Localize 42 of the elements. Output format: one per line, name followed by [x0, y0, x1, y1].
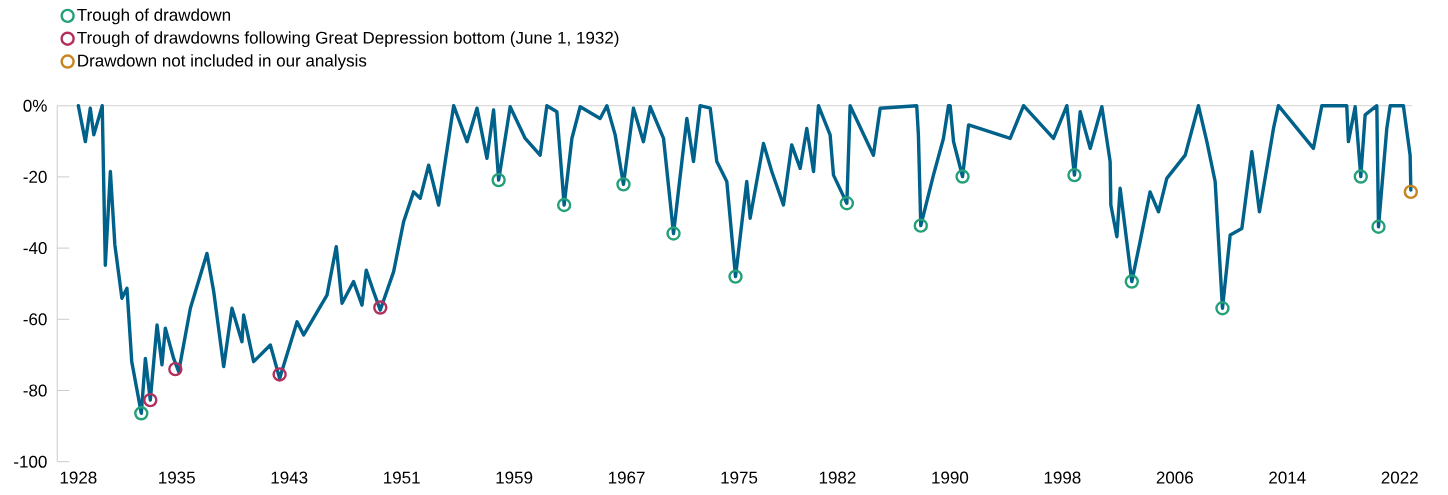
- line-series: [76, 104, 1413, 415]
- point: [728, 269, 743, 284]
- y-tick-label: -80: [23, 384, 47, 397]
- x-tick-label: 1990: [932, 471, 969, 484]
- point: [616, 177, 631, 192]
- x-tick-label: 1975: [721, 471, 758, 484]
- legend-label: Drawdown not included in our analysis: [78, 54, 367, 70]
- x-tick-label: 1951: [384, 471, 420, 484]
- point: [1215, 301, 1230, 316]
- point: [1353, 169, 1368, 184]
- point: [143, 392, 158, 408]
- x-tick-label: 1928: [60, 471, 97, 484]
- point: [373, 300, 388, 315]
- x-tick-label: 1982: [819, 471, 856, 484]
- x-tick-label: 1943: [271, 471, 308, 484]
- x-tick-label: 1998: [1044, 471, 1081, 484]
- point: [1124, 274, 1139, 289]
- x-tick-label: 1959: [496, 471, 533, 484]
- x-tick-label: 2022: [1381, 471, 1418, 484]
- point: [1067, 167, 1082, 183]
- point: [168, 361, 183, 377]
- y-tick-label: -40: [23, 242, 47, 255]
- legend-label: Trough of drawdowns following Great Depression bottom (June 1, 1932): [77, 31, 619, 48]
- x-tick-label: 2014: [1269, 471, 1306, 484]
- point: [491, 172, 506, 188]
- legend-label: Trough of drawdown: [77, 8, 231, 25]
- x-tick-label: 1967: [608, 471, 645, 484]
- point: [955, 169, 970, 184]
- y-tick-label: -60: [23, 313, 47, 326]
- y-tick-label: -20: [23, 170, 47, 183]
- point: [272, 367, 287, 382]
- point: [1371, 219, 1386, 234]
- y-tick-label: -100: [14, 455, 47, 468]
- point: [1403, 184, 1419, 200]
- point: [556, 197, 572, 213]
- point: [134, 406, 149, 421]
- x-tick-label: 1935: [159, 471, 195, 484]
- y-tick-label: 0%: [23, 99, 47, 112]
- x-tick-label: 2006: [1156, 471, 1193, 484]
- point: [666, 226, 681, 241]
- point: [839, 196, 855, 211]
- point: [913, 218, 928, 233]
